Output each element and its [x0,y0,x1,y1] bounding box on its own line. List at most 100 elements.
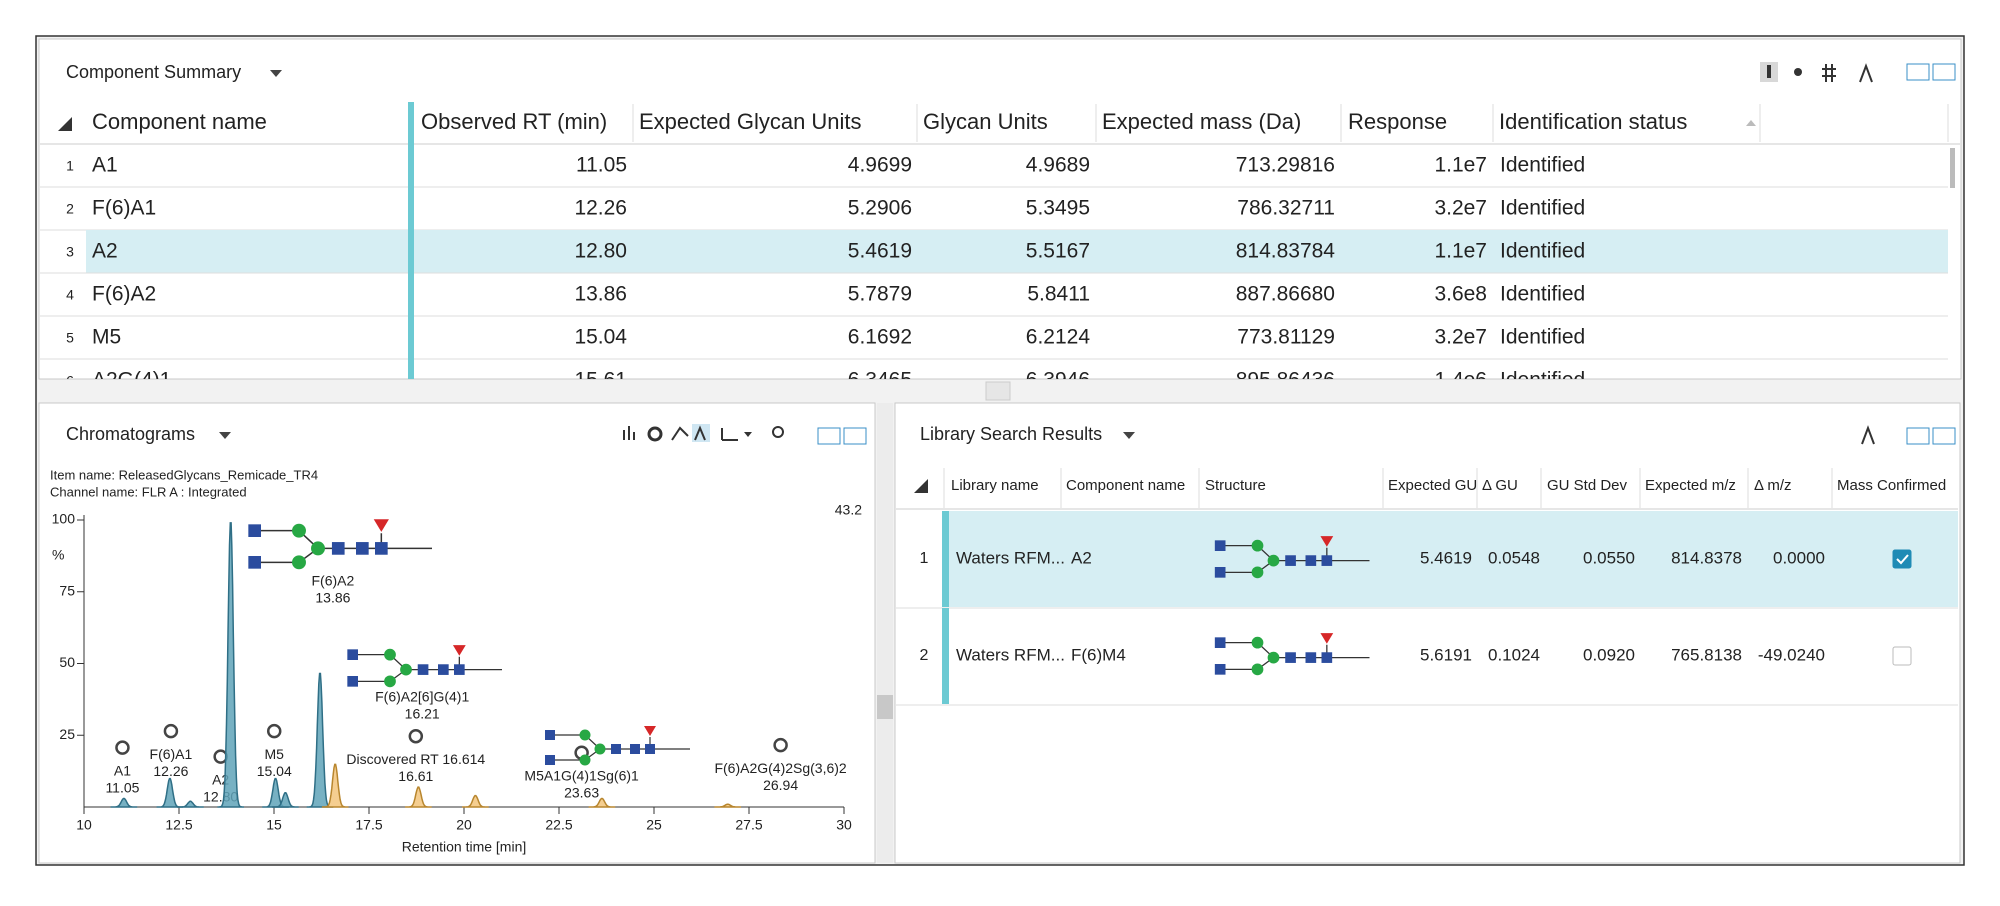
glycan-icon[interactable] [115,740,130,755]
table-cell: 0.1024 [1488,645,1540,664]
chromatograms-panel [38,402,876,864]
table-cell: 15.61 [574,369,627,392]
dropdown-arrow[interactable] [270,70,282,77]
column-header[interactable]: Observed RT (min) [421,109,607,134]
peak [714,803,742,808]
column-header[interactable]: Structure [1205,477,1266,494]
minimize-button[interactable] [817,427,841,445]
x-tick-label: 22.5 [545,817,572,833]
table-cell: 5.4619 [1420,548,1472,567]
peak-rt-label: 11.05 [105,779,139,795]
table-cell: 6.2124 [1026,326,1091,349]
dropdown-arrow[interactable] [219,432,231,439]
column-header[interactable]: Identification status [1499,109,1687,134]
tool-icon[interactable] [772,426,784,438]
table-cell: A2 [1071,548,1092,567]
column-header[interactable]: Δ m/z [1754,477,1792,494]
sort-indicator[interactable] [1746,120,1756,126]
peak-label: Discovered RT 16.614 [346,751,485,767]
channel-name: Channel name: FLR A : Integrated [50,484,247,499]
column-header[interactable]: Δ GU [1482,477,1518,494]
splitter-handle[interactable] [877,695,893,719]
table-cell: 1.4e6 [1434,369,1487,392]
maximize-button[interactable] [843,427,867,445]
splitter[interactable] [877,403,893,863]
glycan-icon[interactable] [266,723,282,739]
table-cell: 895.86436 [1236,369,1335,392]
peak-label: F(6)A2G(4)2Sg(3,6)2 [714,760,846,776]
peak [588,797,616,808]
column-header[interactable]: Glycan Units [923,109,1048,134]
dropdown-arrow[interactable] [1123,432,1135,439]
table-cell: 5.4619 [848,240,912,263]
table-cell: A2 [92,240,118,263]
maximize-button[interactable] [1932,63,1956,81]
row-index: 5 [66,330,74,346]
tool-icon[interactable] [623,426,635,440]
table-cell: F(6)A2 [92,283,156,306]
tool-icon[interactable] [744,432,752,437]
mass-confirmed-checkbox[interactable] [1892,549,1912,569]
library-panel [894,402,1961,864]
peak [462,794,489,808]
sort-indicator[interactable] [914,479,928,493]
tool-icon[interactable] [647,426,663,442]
mass-confirmed-checkbox[interactable] [1892,646,1912,666]
glycan-icon[interactable] [773,737,788,753]
table-cell: 1.1e7 [1434,154,1487,177]
table-cell: Waters RFM... [956,645,1065,664]
column-header[interactable]: GU Std Dev [1547,477,1628,494]
peak-rt-label: 15.04 [257,763,292,779]
minimize-button[interactable] [1906,427,1930,445]
sort-indicator[interactable] [58,117,72,131]
panel-title[interactable]: Component Summary [66,62,241,82]
table-cell: 5.7879 [848,283,912,306]
minimize-button[interactable] [1906,63,1930,81]
row-index: 3 [66,244,74,260]
tool-icon[interactable] [1861,425,1875,445]
table-cell: 5.5167 [1026,240,1090,263]
panel-title[interactable]: Library Search Results [920,424,1102,444]
column-header[interactable]: Component name [1066,477,1185,494]
maximize-button[interactable] [1932,427,1956,445]
library-table: Library name Component name Structure Expec… [896,468,1958,706]
column-header[interactable]: Expected mass (Da) [1102,109,1301,134]
table-cell: A2G(4)1 [92,369,171,392]
peak [405,786,432,808]
component-table: Component name Observed RT (min) Expected … [40,102,1960,392]
column-header[interactable]: Expected GU [1388,477,1477,494]
table-cell: 11.05 [576,154,627,177]
tool-icon[interactable] [1822,64,1836,82]
column-header[interactable]: Expected m/z [1645,477,1736,494]
glycan-icon[interactable] [408,728,424,744]
tool-icon[interactable] [671,426,689,441]
frozen-column-bar [408,102,414,379]
peak-rt-label: 26.94 [763,777,798,793]
max-label: 43.2 [835,502,862,518]
tool-icon[interactable] [1794,68,1802,76]
row-index: 2 [920,647,929,664]
table-cell: 1.1e7 [1434,240,1487,263]
x-tick-label: 17.5 [355,817,382,833]
splitter-handle[interactable] [985,381,1011,401]
column-header[interactable]: Response [1348,109,1447,134]
column-header[interactable]: Mass Confirmed [1837,477,1946,494]
peak-rt-label: 16.21 [405,705,440,721]
table-cell: Identified [1500,240,1585,263]
column-header[interactable]: Expected Glycan Units [639,109,862,134]
column-header[interactable]: Library name [951,477,1039,494]
tool-icon[interactable] [721,428,738,441]
peak [217,522,244,808]
column-header[interactable]: Component name [92,109,267,134]
scrollbar[interactable] [1950,148,1955,188]
peak-rt-label: 13.86 [315,589,350,605]
table-cell: 12.26 [574,197,627,220]
panel-title[interactable]: Chromatograms [66,424,195,444]
table-cell: Identified [1500,369,1585,392]
glycan-icon[interactable] [163,723,179,739]
x-axis-label: Retention time [min] [402,839,527,855]
peak-label: F(6)A2 [312,572,355,588]
y-tick-label: 50 [59,654,75,670]
table-cell: 6.3465 [848,369,912,392]
tool-icon[interactable] [1859,63,1873,83]
